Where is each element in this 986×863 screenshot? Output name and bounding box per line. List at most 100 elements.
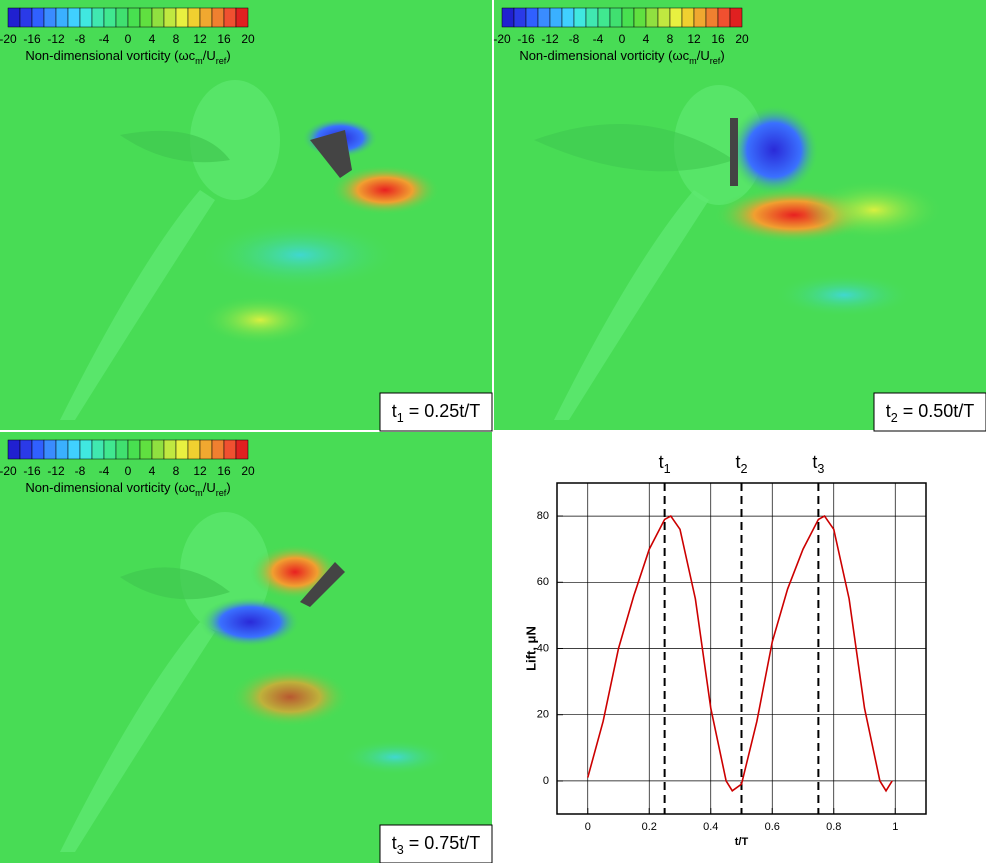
colorbar-tick-label: -20: [493, 32, 511, 46]
colorbar-tick-label: -4: [593, 32, 604, 46]
colorbar-cell: [223, 439, 237, 460]
text-part: = 0.75t/T: [404, 833, 481, 853]
colorbar-tick-label: -4: [99, 464, 110, 478]
colorbar-cell: [7, 439, 21, 460]
colorbar-tick-label: 12: [193, 32, 207, 46]
colorbar-cell: [199, 439, 213, 460]
text-part: ): [720, 48, 724, 63]
colorbar-cell: [43, 7, 57, 28]
colorbar-cell: [151, 7, 165, 28]
colorbar-cell: [115, 7, 129, 28]
subscript: ref: [216, 488, 227, 498]
colorbar-cell: [525, 7, 539, 28]
colorbar-cell: [657, 7, 671, 28]
colorbar-cell: [19, 439, 33, 460]
data-line: [586, 515, 893, 793]
x-tick-label: 0.6: [765, 821, 780, 833]
colorbar-cell: [163, 7, 177, 28]
text-part: ): [226, 48, 230, 63]
x-tick-label: 0.8: [826, 821, 841, 833]
x-tick-label: 0: [585, 821, 591, 833]
colorbar-cell: [609, 7, 623, 28]
flow-panel: [0, 0, 492, 430]
colorbar-cell: [103, 439, 117, 460]
y-tick-label: 60: [537, 576, 549, 588]
time-label: t2 = 0.50t/T: [886, 401, 975, 426]
text-part: /U: [203, 480, 216, 495]
colorbar-cell: [139, 7, 153, 28]
colorbar-tick-label: 4: [149, 32, 156, 46]
colorbar-tick-label: 8: [667, 32, 674, 46]
colorbar-cell: [211, 7, 225, 28]
colorbar-cell: [115, 439, 129, 460]
colorbar-cell: [717, 7, 731, 28]
y-tick-label: 80: [537, 510, 549, 522]
time-label-box: [379, 824, 493, 863]
colorbar-tick-label: 0: [125, 464, 132, 478]
panel-overlay: -20 -16 -12 -8 -4 0 4 8 12 16 20 Non-dimensional vo…: [0, 439, 493, 863]
colorbar-cell: [163, 439, 177, 460]
colorbar-cell: [31, 439, 45, 460]
colorbar-cell: [67, 7, 81, 28]
subscript: 2: [741, 462, 748, 476]
colorbar-tick-label: 12: [193, 464, 207, 478]
colorbar-tick-label: 4: [643, 32, 650, 46]
colorbar-cell: [175, 7, 189, 28]
colorbar-tick-label: 0: [619, 32, 626, 46]
text-part: t: [812, 452, 817, 472]
colorbar-cell: [55, 439, 69, 460]
text-part: ): [226, 480, 230, 495]
flow-panel: [0, 432, 492, 863]
colorbar-tick-label: 20: [735, 32, 749, 46]
colorbar-cell: [621, 7, 635, 28]
panel-overlay: -20 -16 -12 -8 -4 0 4 8 12 16 20 Non-dimensional vo…: [0, 7, 493, 432]
y-tick-label: 0: [543, 775, 549, 787]
x-tick-label: 1: [892, 821, 898, 833]
colorbar-tick-label: -8: [75, 32, 86, 46]
colorbar-cell: [693, 7, 707, 28]
colorbar-cell: [187, 7, 201, 28]
annotation-label: t2: [735, 452, 747, 477]
colorbar-cell: [501, 7, 515, 28]
colorbar-tick-label: 8: [173, 464, 180, 478]
text-part: Non-dimensional vorticity (ωc: [25, 480, 195, 495]
time-label-box: [379, 392, 493, 432]
colorbar-tick-label: 16: [711, 32, 725, 46]
text-part: Non-dimensional vorticity (ωc: [25, 48, 195, 63]
colorbar-cell: [561, 7, 575, 28]
colorbar-tick-label: -20: [0, 464, 17, 478]
time-label: t1 = 0.25t/T: [392, 401, 481, 426]
colorbar-cell: [7, 7, 21, 28]
text-part: t: [735, 452, 740, 472]
text-part: = 0.50t/T: [898, 401, 975, 421]
text-part: = 0.25t/T: [404, 401, 481, 421]
colorbar-cell: [19, 7, 33, 28]
colorbar-tick-label: 20: [241, 32, 255, 46]
colorbar-tick-label: -16: [23, 464, 41, 478]
subscript: ref: [710, 56, 721, 66]
colorbar-cell: [223, 7, 237, 28]
colorbar-tick-label: -12: [47, 32, 65, 46]
colorbar-cell: [175, 439, 189, 460]
colorbar-tick-label: 20: [241, 464, 255, 478]
colorbar-cell: [681, 7, 695, 28]
colorbar-cell: [55, 7, 69, 28]
colorbar-cell: [235, 439, 249, 460]
colorbar-cell: [235, 7, 249, 28]
text-part: t: [392, 401, 397, 421]
colorbar-cell: [537, 7, 551, 28]
y-tick-label: 20: [537, 709, 549, 721]
colorbar-cell: [139, 439, 153, 460]
panel-overlay: -20 -16 -12 -8 -4 0 4 8 12 16 20 Non-dimensional vo…: [493, 7, 986, 432]
colorbar-cell: [645, 7, 659, 28]
x-axis-label: t/T: [735, 836, 749, 848]
colorbar-label: Non-dimensional vorticity (ωcm/Uref): [25, 480, 230, 498]
colorbar-tick-label: -12: [47, 464, 65, 478]
subscript: 3: [397, 843, 404, 857]
subscript: m: [195, 488, 203, 498]
colorbar-tick-label: -16: [517, 32, 535, 46]
colorbar-cell: [79, 439, 93, 460]
colorbar-tick-label: -8: [569, 32, 580, 46]
subscript: 1: [664, 462, 671, 476]
